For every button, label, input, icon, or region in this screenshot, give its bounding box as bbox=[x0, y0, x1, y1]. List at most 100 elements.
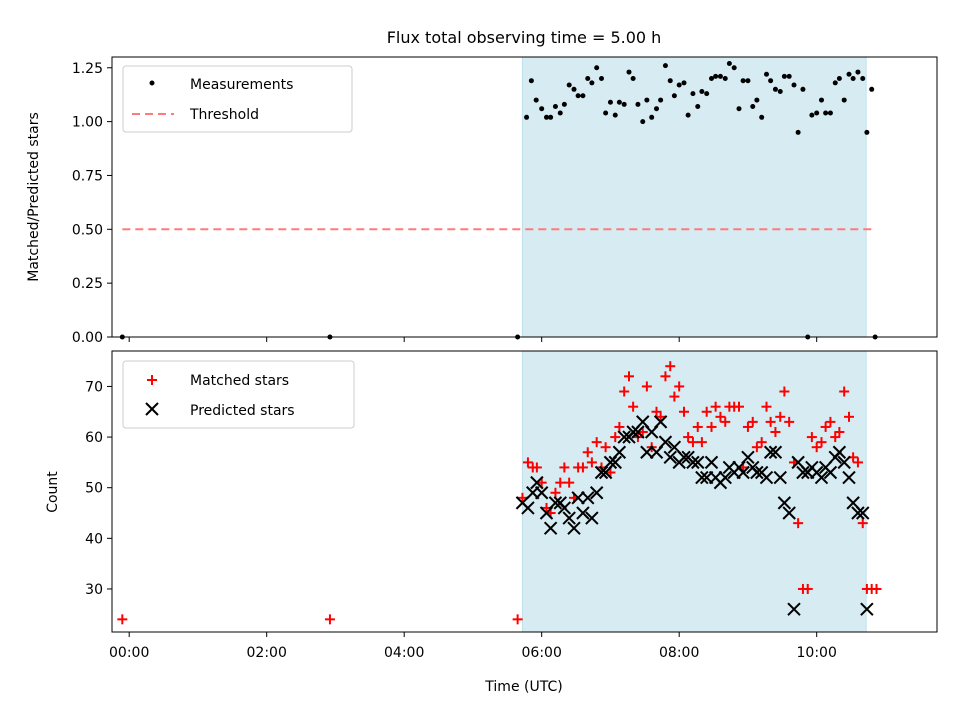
top-observing-window-shade bbox=[521, 56, 867, 338]
measurement-point bbox=[800, 86, 806, 92]
predicted-star-point bbox=[787, 602, 801, 616]
matched-star-point bbox=[637, 427, 648, 438]
matched-star-point bbox=[614, 421, 625, 432]
matched-star-point bbox=[117, 614, 128, 625]
matched-star-point bbox=[512, 614, 523, 625]
x-axis-label: Time (UTC) bbox=[484, 679, 562, 695]
top-x-ticks bbox=[128, 337, 818, 342]
measurement-point bbox=[869, 86, 875, 92]
matched-star-point bbox=[683, 432, 694, 443]
measurement-point bbox=[685, 112, 691, 118]
measurement-point bbox=[667, 78, 673, 84]
predicted-star-point bbox=[736, 465, 750, 480]
measurement-point bbox=[713, 73, 719, 79]
matched-star-point bbox=[806, 432, 817, 443]
measurement-point bbox=[827, 110, 833, 116]
matched-star-point bbox=[802, 583, 813, 594]
measurement-point bbox=[585, 76, 591, 82]
top-axes: Flux total observing time = 5.00 h 0.000… bbox=[26, 28, 938, 346]
measurement-point bbox=[717, 73, 723, 79]
measurement-point bbox=[557, 110, 563, 116]
predicted-star-point bbox=[718, 470, 732, 485]
bottom-y-tick-label: 40 bbox=[85, 531, 103, 547]
measurement-point bbox=[612, 112, 618, 118]
measurement-point bbox=[548, 114, 554, 120]
top-y-tick-label: 0.50 bbox=[72, 222, 103, 238]
measurement-point bbox=[640, 119, 646, 125]
measurement-point bbox=[850, 76, 856, 82]
matched-star-point bbox=[669, 391, 680, 402]
measurement-point bbox=[709, 76, 714, 82]
measurement-point bbox=[621, 101, 627, 107]
predicted-star-point bbox=[581, 491, 595, 505]
predicted-star-point bbox=[759, 470, 774, 485]
measurement-point bbox=[764, 71, 769, 77]
matched-star-point bbox=[775, 411, 786, 422]
measurement-point bbox=[726, 60, 732, 66]
predicted-star-point bbox=[640, 445, 654, 459]
matched-star-point bbox=[679, 406, 689, 417]
measurement-point bbox=[528, 78, 534, 84]
predicted-star-point bbox=[796, 465, 810, 480]
measurement-point bbox=[823, 110, 829, 116]
predicted-star-point bbox=[763, 445, 778, 459]
measurement-point bbox=[855, 69, 861, 75]
predicted-star-point bbox=[860, 602, 874, 616]
measurement-point bbox=[616, 99, 622, 105]
legend-measurements-marker bbox=[149, 80, 155, 86]
matched-star-point bbox=[665, 361, 676, 372]
matched-star-point bbox=[844, 411, 854, 422]
predicted-star-point bbox=[530, 475, 544, 490]
matched-star-point bbox=[734, 401, 744, 412]
predicted-star-point bbox=[658, 435, 673, 449]
matched-star-point bbox=[692, 421, 703, 432]
measurement-point bbox=[524, 114, 530, 120]
matched-star-point bbox=[582, 447, 593, 458]
measurement-point bbox=[575, 93, 581, 99]
x-tick-label: 00:00 bbox=[109, 645, 149, 661]
top-legend-box bbox=[122, 65, 353, 133]
measurement-point bbox=[533, 97, 539, 103]
predicted-star-point bbox=[612, 445, 627, 459]
predicted-star-point bbox=[534, 486, 549, 500]
measurement-point bbox=[676, 82, 682, 88]
predicted-star-point bbox=[686, 455, 700, 470]
matched-star-point bbox=[761, 401, 772, 412]
top-y-tick-label: 0.00 bbox=[72, 330, 103, 346]
bottom-axes: 30 40 50 60 70 00:00 02:00 04:00 06:00 08:00 10:0… bbox=[45, 350, 938, 695]
measurement-point bbox=[658, 97, 664, 103]
matched-star-point bbox=[531, 462, 542, 473]
measurement-point bbox=[836, 76, 842, 82]
predicted-star-point bbox=[782, 506, 796, 520]
measurement-point bbox=[690, 91, 696, 97]
matched-star-point bbox=[517, 492, 528, 503]
bottom-axes-frame bbox=[111, 350, 938, 633]
predicted-star-point bbox=[585, 511, 599, 525]
matched-star-point bbox=[619, 386, 630, 397]
predicted-star-point bbox=[663, 450, 677, 465]
measurement-point bbox=[786, 73, 792, 79]
measurement-point bbox=[603, 110, 609, 116]
matched-star-point bbox=[550, 487, 561, 498]
measurement-point bbox=[681, 80, 687, 86]
measurement-point bbox=[750, 104, 756, 110]
predicted-star-point bbox=[768, 445, 783, 459]
predicted-star-point bbox=[571, 491, 585, 505]
matched-star-point bbox=[687, 437, 698, 448]
matched-star-point bbox=[536, 477, 547, 488]
matched-star-point bbox=[852, 457, 863, 468]
matched-star-point bbox=[839, 386, 850, 397]
matched-star-point bbox=[715, 411, 726, 422]
matched-star-point bbox=[793, 518, 804, 529]
matched-star-point bbox=[651, 406, 662, 417]
predicted-star-point bbox=[851, 506, 865, 520]
measurement-point bbox=[860, 76, 866, 82]
matched-star-point bbox=[871, 583, 882, 594]
matched-star-point bbox=[660, 371, 671, 382]
measurement-point bbox=[699, 88, 705, 94]
predicted-star-point bbox=[653, 415, 668, 429]
measurement-point bbox=[722, 76, 728, 82]
measurement-point bbox=[736, 106, 742, 112]
measurement-point bbox=[635, 101, 641, 107]
